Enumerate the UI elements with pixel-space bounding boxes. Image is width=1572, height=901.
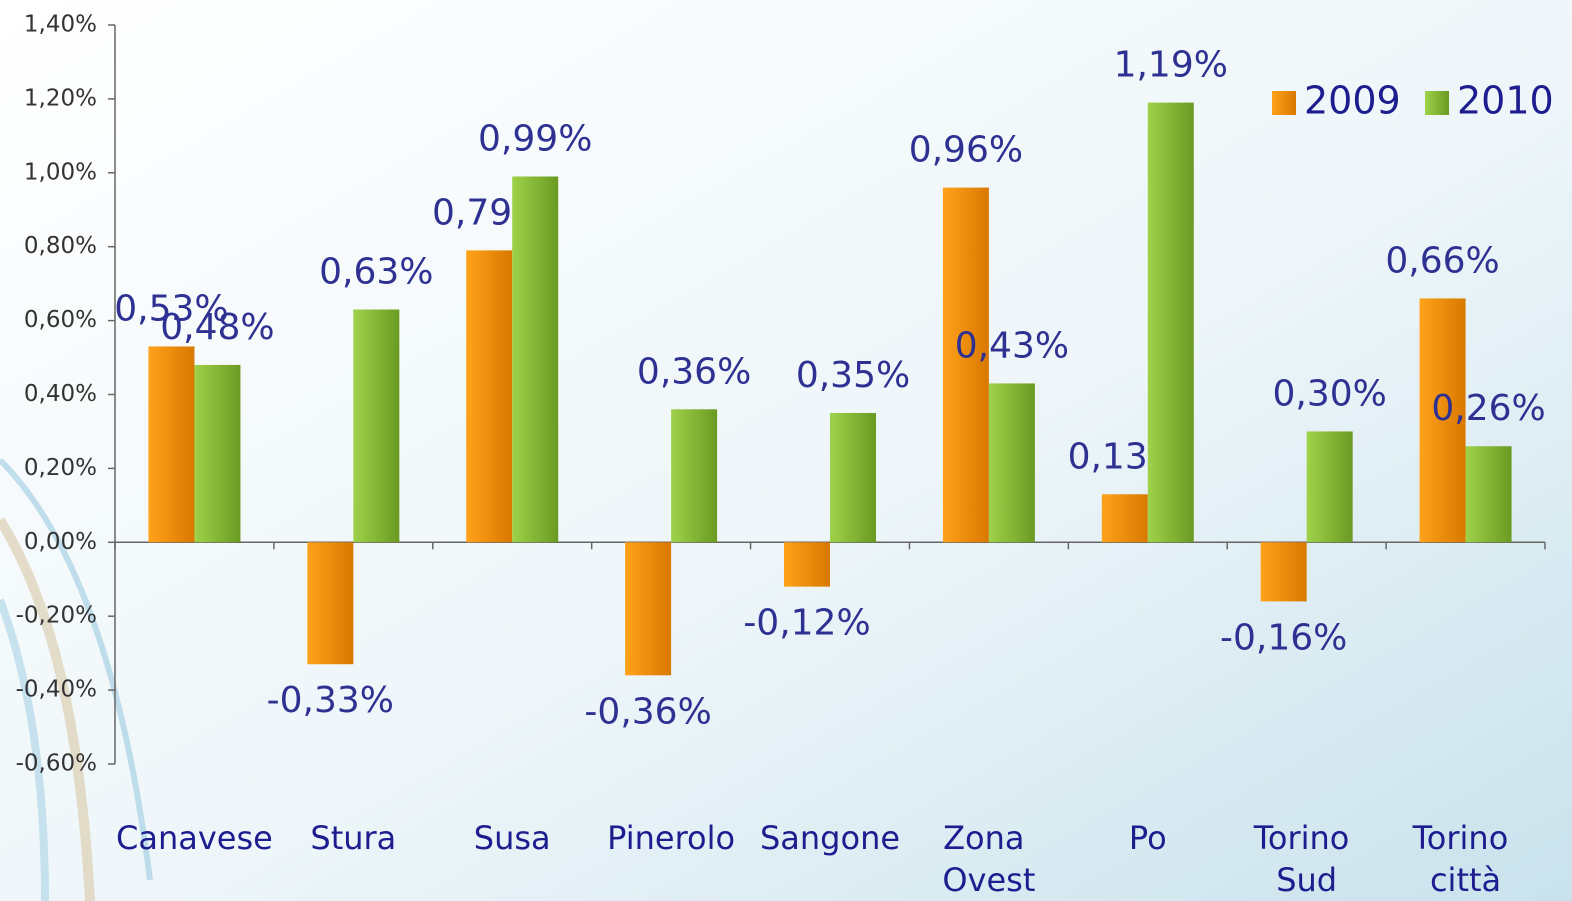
bar	[1260, 542, 1307, 602]
data-label: -0,36%	[584, 691, 711, 732]
y-tick-label: 1,40%	[24, 12, 97, 38]
y-tick-label: -0,20%	[16, 603, 97, 629]
bar	[1147, 102, 1194, 543]
bar	[512, 176, 559, 543]
y-tick-label: 1,00%	[24, 159, 97, 185]
data-label: -0,16%	[1220, 617, 1347, 658]
decoration	[0, 457, 153, 901]
x-tick-label: Zona Ovest	[942, 819, 1035, 899]
x-tick-label: Po	[1129, 819, 1167, 857]
x-tick-label: Canavese	[116, 819, 273, 857]
bar	[466, 250, 513, 543]
x-tick-label: Torino Sud	[1253, 819, 1360, 899]
data-label: 0,26%	[1431, 388, 1545, 429]
legend-label: 2009	[1304, 79, 1401, 123]
data-label: 0,30%	[1272, 373, 1386, 414]
data-label: 0,35%	[796, 355, 910, 396]
y-tick-label: -0,40%	[16, 677, 97, 703]
bar	[353, 309, 400, 543]
y-tick-label: 0,00%	[24, 529, 97, 555]
data-label: 0,66%	[1385, 240, 1499, 281]
x-tick-label: Pinerolo	[607, 819, 735, 857]
bar	[1101, 494, 1148, 543]
y-tick-label: 0,40%	[24, 381, 97, 407]
data-label: 0,43%	[955, 325, 1069, 366]
x-tick-label: Susa	[474, 819, 551, 857]
data-label: 0,99%	[478, 118, 592, 159]
bar	[1419, 298, 1466, 543]
legend-label: 2010	[1457, 79, 1554, 123]
data-label: 0,63%	[319, 252, 433, 293]
bar	[307, 542, 354, 665]
bar	[1465, 446, 1512, 543]
bar	[1306, 431, 1353, 543]
bar	[988, 383, 1035, 543]
y-tick-label: 0,20%	[24, 455, 97, 481]
bar	[830, 412, 876, 543]
data-label: -0,33%	[267, 680, 394, 721]
bar	[194, 364, 241, 543]
y-tick-label: 1,20%	[24, 85, 97, 111]
bar	[148, 346, 195, 543]
bar	[625, 542, 672, 676]
data-label: 0,96%	[909, 130, 1023, 171]
y-tick-label: 0,80%	[24, 233, 97, 259]
x-tick-label: Stura	[310, 819, 396, 857]
bar	[784, 542, 830, 587]
data-label: 0,53%	[114, 288, 228, 329]
legend-swatch	[1425, 91, 1449, 115]
bar	[942, 187, 989, 543]
data-label: 0,48%	[160, 307, 274, 348]
x-tick-label: Torino città	[1412, 819, 1519, 899]
data-label: -0,12%	[743, 603, 870, 644]
bar	[671, 409, 718, 543]
y-tick-label: 0,60%	[24, 307, 97, 333]
y-tick-label: -0,60%	[16, 751, 97, 777]
legend-swatch	[1272, 91, 1296, 115]
x-tick-label: Sangone	[760, 819, 900, 857]
data-label: 1,19%	[1114, 45, 1228, 86]
data-label: 0,36%	[637, 351, 751, 392]
